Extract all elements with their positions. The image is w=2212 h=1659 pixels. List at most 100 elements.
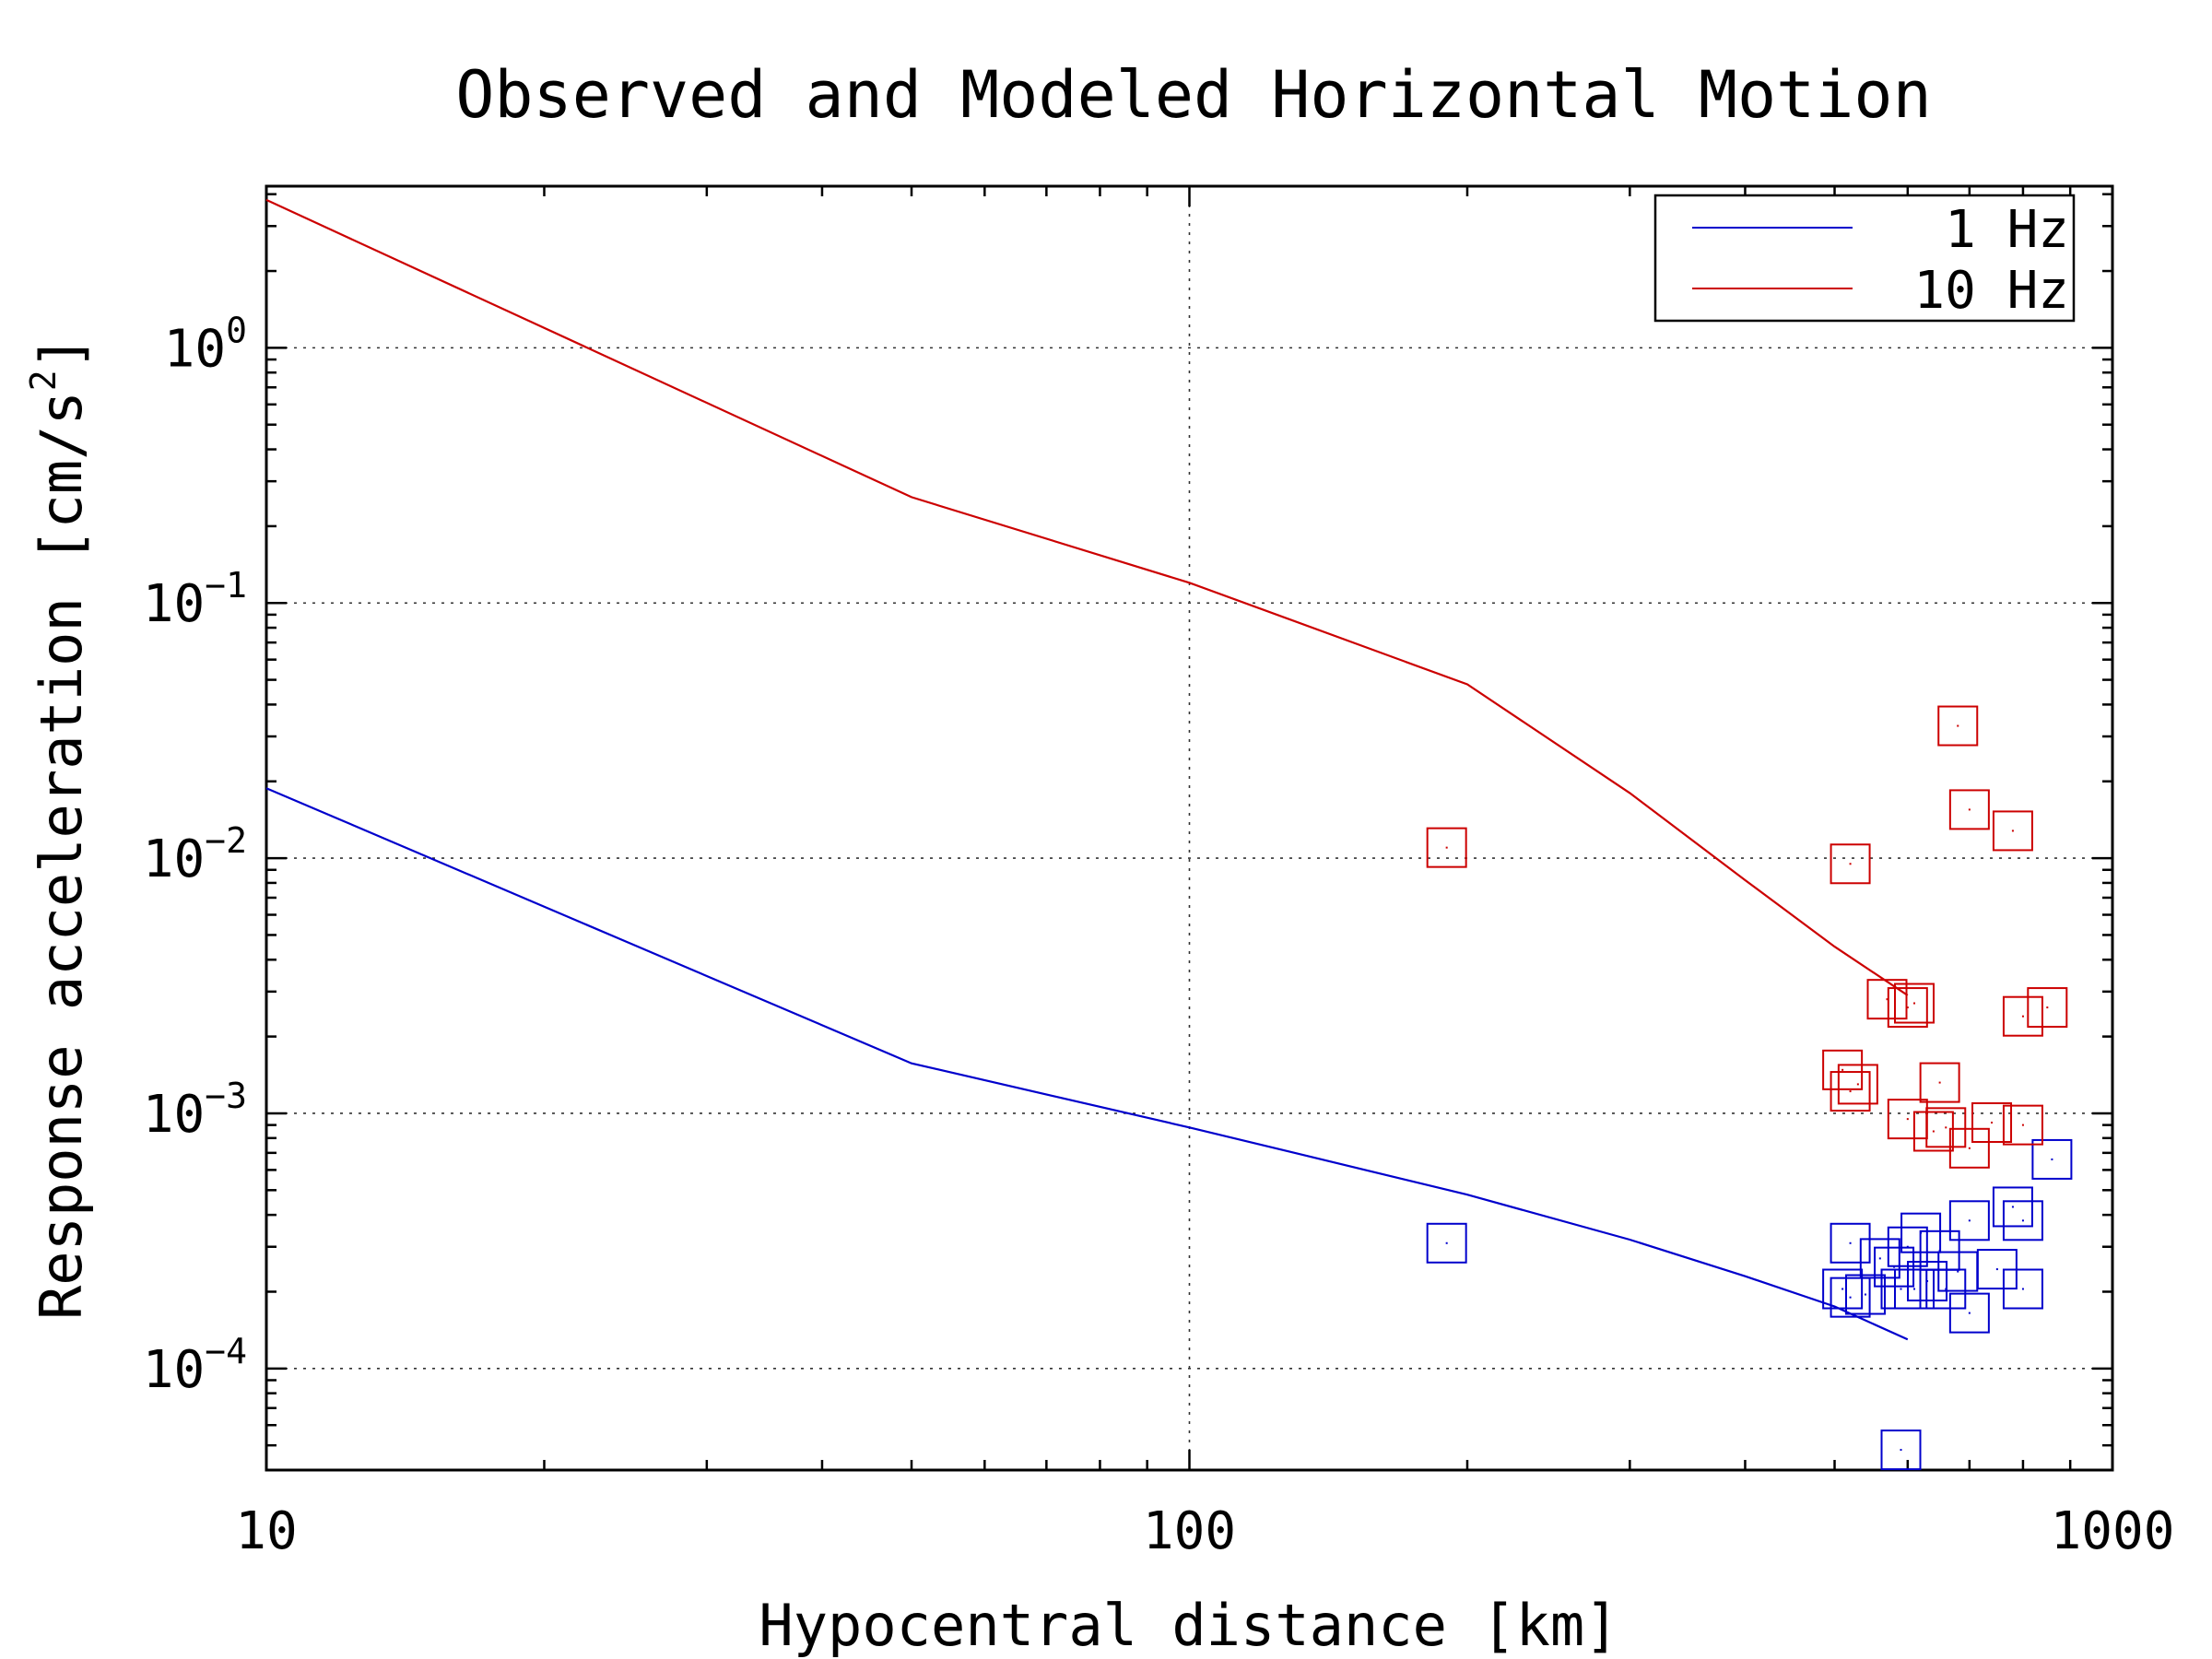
observed-point-dot-10hz — [1968, 808, 1971, 811]
grid-lines — [266, 186, 2112, 1470]
observed-point-dot-10hz — [1991, 1121, 1994, 1124]
observed-point-dot-10hz — [1886, 998, 1888, 1001]
observed-point-1hz — [1880, 1430, 1922, 1471]
observed-point-dot-1hz — [1864, 1293, 1866, 1296]
y-axis-label-main: Response acceleration [cm/s — [28, 391, 95, 1320]
observed-point-dot-10hz — [1906, 1118, 1909, 1121]
observed-point-dot-1hz — [1849, 1296, 1852, 1299]
observed-point-dot-1hz — [1841, 1288, 1844, 1290]
observed-point-10hz — [2002, 995, 2043, 1037]
observed-point-10hz — [2002, 1104, 2043, 1146]
chart-title: Observed and Modeled Horizontal Motion — [455, 57, 1931, 133]
observed-point-1hz — [1992, 1186, 2033, 1228]
y-tick-label: 100 — [164, 310, 247, 379]
observed-point-10hz — [1971, 1101, 2013, 1143]
model-line-10hz — [265, 198, 1909, 996]
observed-point-10hz — [2027, 987, 2068, 1029]
observed-point-1hz — [1925, 1268, 1967, 1310]
y-tick-base: 10 — [143, 1085, 205, 1145]
observed-point-dot-10hz — [2021, 1124, 2024, 1126]
observed-point-1hz — [1830, 1277, 1871, 1318]
observed-point-10hz — [1830, 1071, 1871, 1112]
y-axis-label: Response acceleration [cm/s2] — [23, 335, 95, 1320]
observed-point-dot-1hz — [1968, 1312, 1971, 1314]
observed-point-dot-1hz — [1445, 1241, 1448, 1244]
observed-point-dot-1hz — [1900, 1449, 1902, 1452]
y-tick-base: 10 — [143, 830, 205, 889]
observed-point-1hz — [2031, 1138, 2073, 1180]
observed-point-10hz — [1948, 789, 1990, 830]
observed-point-1hz — [1948, 1200, 1990, 1241]
y-tick-exponent: −3 — [205, 1076, 247, 1116]
observed-point-dot-1hz — [1957, 1270, 1959, 1273]
observed-point-1hz — [1822, 1268, 1864, 1310]
observed-point-1hz — [1894, 1268, 1936, 1310]
legend-box — [1653, 194, 2076, 323]
y-tick-label: 10−3 — [143, 1076, 247, 1145]
observed-point-dot-10hz — [1841, 1068, 1844, 1071]
observed-point-1hz — [1830, 1222, 1871, 1264]
observed-point-dot-1hz — [1938, 1249, 1941, 1252]
y-tick-base: 10 — [143, 1340, 205, 1400]
observed-point-dot-10hz — [1849, 863, 1852, 865]
series-layer — [265, 198, 2073, 1471]
observed-point-dot-1hz — [1906, 1245, 1909, 1248]
observed-point-10hz — [1948, 1127, 1990, 1169]
legend-label-10hz: 10 Hz — [1913, 261, 2069, 321]
observed-point-dot-1hz — [2021, 1219, 2024, 1222]
observed-point-dot-10hz — [2011, 830, 2014, 832]
x-tick-label: 100 — [1143, 1501, 1236, 1561]
observed-point-dot-10hz — [1932, 1130, 1935, 1133]
y-tick-base: 10 — [164, 319, 226, 379]
observed-point-1hz — [2002, 1268, 2043, 1310]
y-tick-label: 10−1 — [143, 565, 247, 634]
observed-point-10hz — [1426, 827, 1467, 868]
observed-point-dot-10hz — [1938, 1081, 1941, 1084]
observed-point-dot-10hz — [1445, 846, 1448, 849]
observed-point-10hz — [1822, 1049, 1864, 1090]
y-tick-label: 10−2 — [143, 820, 247, 889]
observed-point-10hz — [1912, 1111, 1954, 1152]
axis-ticks — [265, 186, 2114, 1470]
observed-point-10hz — [1919, 1062, 1960, 1103]
observed-point-dot-10hz — [1849, 1090, 1852, 1093]
observed-point-dot-1hz — [1995, 1268, 1998, 1271]
observed-point-dot-1hz — [1945, 1288, 1947, 1290]
x-axis-label: Hypocentral distance [km] — [759, 1592, 1618, 1659]
observed-point-10hz — [1992, 810, 2033, 852]
observed-point-10hz — [1937, 705, 1979, 747]
observed-point-10hz — [1887, 987, 1928, 1029]
observed-point-1hz — [2002, 1200, 2043, 1241]
observed-point-dot-1hz — [1913, 1288, 1916, 1290]
observed-point-dot-10hz — [1856, 1083, 1859, 1086]
observed-point-dot-10hz — [1913, 1002, 1916, 1005]
observed-point-dot-1hz — [2051, 1158, 2053, 1160]
observed-point-1hz — [1948, 1292, 1990, 1334]
observed-point-dot-10hz — [1957, 724, 1959, 727]
x-tick-label: 1000 — [2051, 1501, 2175, 1561]
y-tick-exponent: −1 — [205, 565, 247, 606]
model-line-1hz — [265, 787, 1909, 1341]
legend: 1 Hz 10 Hz — [1653, 194, 2076, 323]
y-axis-label-end: ] — [28, 335, 95, 370]
y-tick-exponent: −2 — [205, 820, 247, 861]
observed-point-10hz — [1925, 1107, 1967, 1148]
observed-point-dot-10hz — [1906, 1006, 1909, 1009]
plot-frame — [265, 184, 2114, 1472]
observed-point-dot-1hz — [1878, 1257, 1881, 1260]
observed-point-10hz — [1894, 982, 1936, 1024]
y-tick-label: 10−4 — [143, 1331, 247, 1400]
observed-point-1hz — [1859, 1238, 1900, 1279]
observed-point-dot-10hz — [1968, 1147, 1971, 1149]
observed-point-dot-1hz — [2011, 1206, 2014, 1208]
legend-label-1hz: 1 Hz — [1945, 200, 2069, 260]
observed-point-10hz — [1866, 979, 1908, 1020]
observed-point-dot-1hz — [1849, 1241, 1852, 1244]
observed-point-1hz — [1844, 1274, 1886, 1315]
x-tick-label: 10 — [235, 1501, 297, 1561]
x-tick-labels: 10 100 1000 — [235, 1501, 2174, 1561]
observed-point-10hz — [1837, 1064, 1878, 1105]
y-tick-base: 10 — [143, 574, 205, 634]
